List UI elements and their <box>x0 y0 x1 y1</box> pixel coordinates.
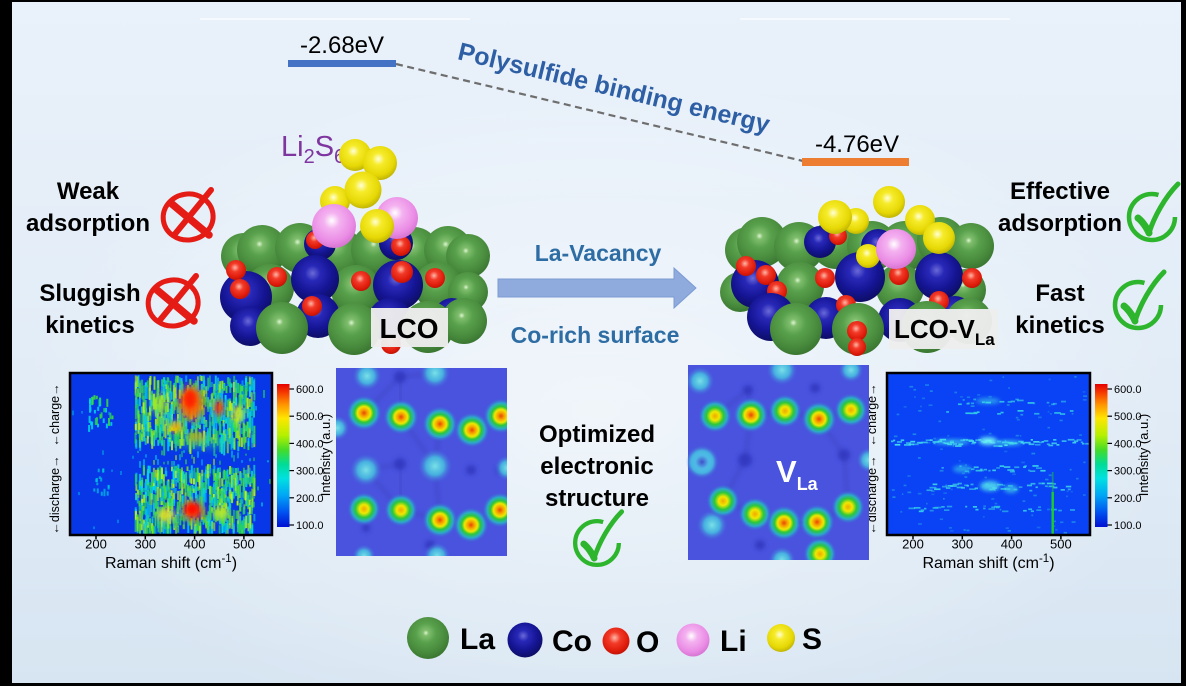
svg-text:500.0: 500.0 <box>296 411 324 423</box>
svg-text:La-Vacancy: La-Vacancy <box>535 240 662 266</box>
svg-text:Intensity (a.u.): Intensity (a.u.) <box>1136 414 1151 496</box>
svg-text:Effective: Effective <box>1010 178 1110 205</box>
svg-text:kinetics: kinetics <box>1015 312 1104 339</box>
svg-text:-4.76eV: -4.76eV <box>815 131 899 158</box>
svg-text:S: S <box>802 623 822 656</box>
svg-text:100.0: 100.0 <box>296 520 324 532</box>
svg-text:Intensity (a.u.): Intensity (a.u.) <box>318 414 333 496</box>
svg-text:300.0: 300.0 <box>1114 466 1142 478</box>
svg-text:500: 500 <box>233 537 255 552</box>
svg-text:Raman shift (cm-1): Raman shift (cm-1) <box>105 553 237 572</box>
svg-text:Sluggish: Sluggish <box>39 280 140 307</box>
svg-text:400: 400 <box>1001 537 1023 552</box>
svg-text:adsorption: adsorption <box>998 210 1122 237</box>
svg-text:adsorption: adsorption <box>26 210 150 237</box>
svg-text:400.0: 400.0 <box>296 438 324 450</box>
svg-text:600.0: 600.0 <box>1114 384 1142 396</box>
svg-text:Fast: Fast <box>1035 280 1084 307</box>
svg-text:100.0: 100.0 <box>1114 520 1142 532</box>
svg-text:300.0: 300.0 <box>296 466 324 478</box>
svg-text:Optimized: Optimized <box>539 421 655 448</box>
svg-text:O: O <box>636 626 659 659</box>
svg-text:La: La <box>460 623 495 656</box>
svg-text:electronic: electronic <box>540 453 653 480</box>
svg-text:kinetics: kinetics <box>45 312 134 339</box>
svg-text:Co-rich surface: Co-rich surface <box>511 322 680 348</box>
svg-text:Co: Co <box>552 625 592 658</box>
svg-text:Raman shift (cm-1): Raman shift (cm-1) <box>922 553 1054 572</box>
svg-text:300: 300 <box>134 537 156 552</box>
svg-text:400: 400 <box>184 537 206 552</box>
svg-text:500.0: 500.0 <box>1114 411 1142 423</box>
svg-text:Weak: Weak <box>57 178 120 205</box>
svg-text:←charge→: ←charge→ <box>48 383 62 446</box>
svg-text:200.0: 200.0 <box>296 493 324 505</box>
svg-text:400.0: 400.0 <box>1114 438 1142 450</box>
svg-text:200: 200 <box>85 537 107 552</box>
svg-text:500: 500 <box>1050 537 1072 552</box>
svg-text:←discharge→: ←discharge→ <box>48 455 62 534</box>
svg-text:200.0: 200.0 <box>1114 493 1142 505</box>
svg-text:Li: Li <box>720 625 747 658</box>
svg-text:600.0: 600.0 <box>296 384 324 396</box>
svg-text:200: 200 <box>902 537 924 552</box>
svg-text:LCO: LCO <box>379 313 438 344</box>
svg-text:structure: structure <box>545 485 649 512</box>
svg-text:-2.68eV: -2.68eV <box>300 32 384 59</box>
svg-text:300: 300 <box>951 537 973 552</box>
